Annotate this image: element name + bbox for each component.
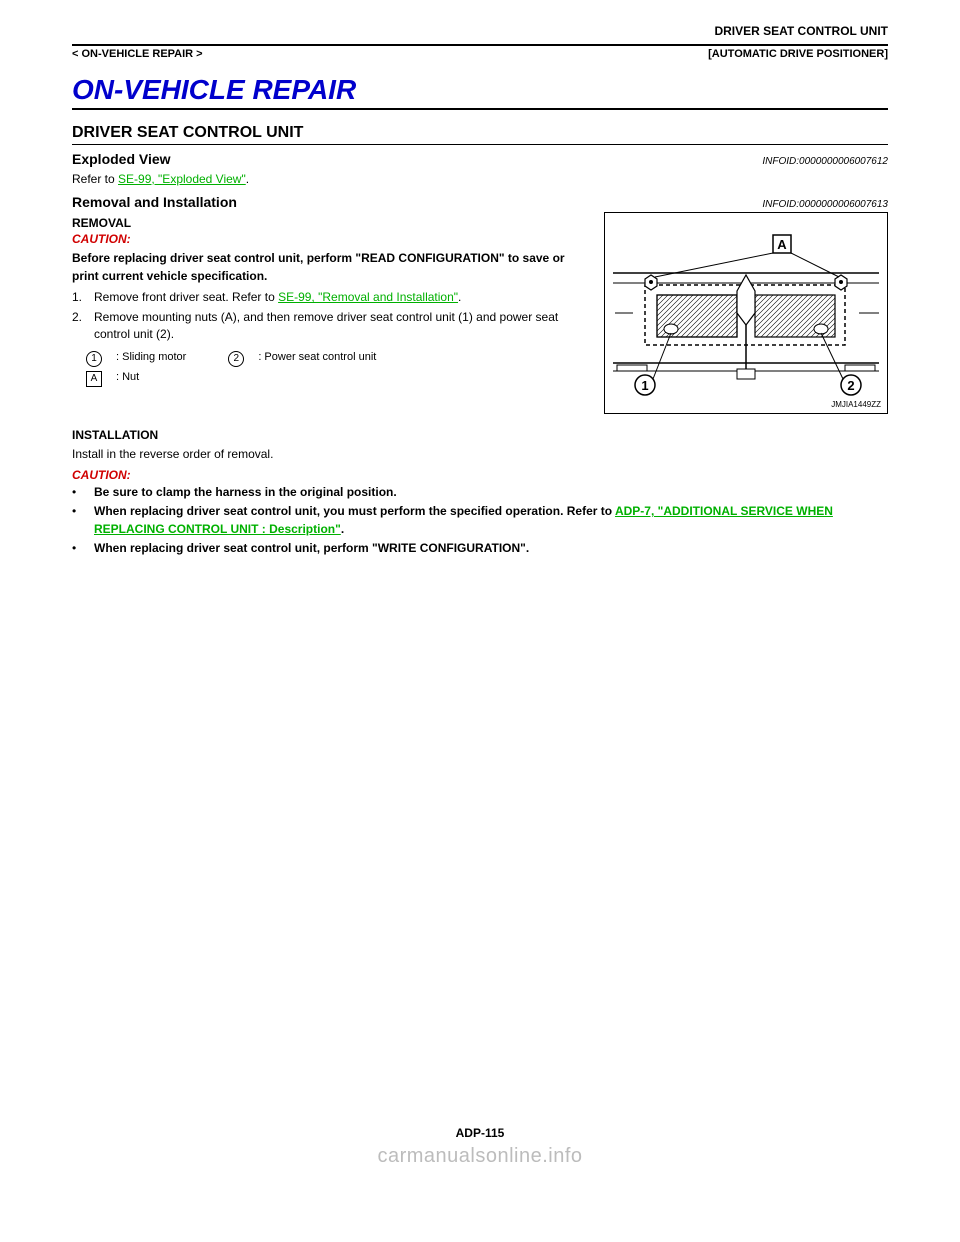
- subsection-title: DRIVER SEAT CONTROL UNIT: [72, 124, 888, 145]
- exploded-view-ref: Refer to SE-99, "Exploded View".: [72, 171, 888, 188]
- installation-b3-text: When replacing driver seat control unit,…: [94, 540, 529, 557]
- legend-1-icon: 1: [86, 351, 102, 367]
- exploded-text-before: Refer to: [72, 172, 118, 186]
- removal-step-1: 1. Remove front driver seat. Refer to SE…: [72, 289, 590, 306]
- section-title: ON-VEHICLE REPAIR: [72, 74, 888, 110]
- unit-1: [657, 295, 737, 337]
- step2-text: Remove mounting nuts (A), and then remov…: [94, 309, 590, 344]
- watermark: carmanualsonline.info: [0, 1145, 960, 1168]
- subheader-left: < ON-VEHICLE REPAIR >: [72, 48, 203, 60]
- page: DRIVER SEAT CONTROL UNIT < ON-VEHICLE RE…: [0, 0, 960, 1180]
- figure: A 1 2 JMJIA1449ZZ: [604, 212, 888, 414]
- legend-row-2: A : Nut: [86, 371, 386, 389]
- caution-label-2: CAUTION:: [72, 468, 888, 482]
- header-rule: [72, 44, 888, 46]
- caution-label-1: CAUTION:: [72, 232, 590, 246]
- fig-label-A: A: [777, 237, 787, 252]
- b2-before: When replacing driver seat control unit,…: [94, 504, 615, 518]
- installation-line1: Install in the reverse order of removal.: [72, 446, 888, 463]
- legend-2-icon: 2: [228, 351, 244, 367]
- bullet-icon-3: •: [72, 540, 86, 557]
- exploded-view-label: Exploded View: [72, 151, 171, 167]
- installation-bullet-1: • Be sure to clamp the harness in the or…: [72, 484, 888, 501]
- exploded-infoid: INFOID:0000000006007612: [762, 156, 888, 167]
- fig-label-1: 1: [641, 378, 648, 393]
- removal-installation-heading: Removal and Installation INFOID:00000000…: [72, 194, 888, 210]
- bullet-icon-1: •: [72, 484, 86, 501]
- removal-installation-infoid: INFOID:0000000006007613: [762, 199, 888, 210]
- b2-after: .: [341, 522, 344, 536]
- figure-caption: JMJIA1449ZZ: [831, 400, 881, 409]
- step-1-text: Remove front driver seat. Refer to SE-99…: [94, 289, 461, 306]
- removal-block: REMOVAL CAUTION: Before replacing driver…: [72, 212, 888, 414]
- installation-bullet-2: • When replacing driver seat control uni…: [72, 503, 888, 538]
- step1-before: Remove front driver seat. Refer to: [94, 290, 278, 304]
- subheader-row: < ON-VEHICLE REPAIR > [AUTOMATIC DRIVE P…: [72, 48, 888, 60]
- header-top-right: DRIVER SEAT CONTROL UNIT: [714, 24, 888, 38]
- figure-svg: A 1 2: [605, 213, 887, 413]
- step1-after: .: [458, 290, 461, 304]
- step1-link[interactable]: SE-99, "Removal and Installation": [278, 290, 458, 304]
- legend-1-label: : Sliding motor: [116, 351, 196, 369]
- installation-label: INSTALLATION: [72, 428, 888, 442]
- subheader-right: [AUTOMATIC DRIVE POSITIONER]: [708, 48, 888, 60]
- installation-b1-text: Be sure to clamp the harness in the orig…: [94, 484, 397, 501]
- exploded-text-after: .: [246, 172, 249, 186]
- legend-A-icon: A: [86, 371, 102, 387]
- removal-label: REMOVAL: [72, 216, 590, 230]
- removal-step-2: 2. Remove mounting nuts (A), and then re…: [72, 309, 590, 344]
- legend-table: 1 : Sliding motor 2 : Power seat control…: [84, 349, 388, 391]
- bullet-icon-2: •: [72, 503, 86, 520]
- caution-text-1: Before replacing driver seat control uni…: [72, 250, 590, 285]
- exploded-view-heading: Exploded View INFOID:0000000006007612: [72, 151, 888, 167]
- legend-row-1: 1 : Sliding motor 2 : Power seat control…: [86, 351, 386, 369]
- legend-A-label: : Nut: [116, 371, 196, 389]
- removal-installation-label: Removal and Installation: [72, 194, 237, 210]
- fig-label-2: 2: [847, 378, 854, 393]
- page-number: ADP-115: [0, 1126, 960, 1140]
- unit-2: [755, 295, 835, 337]
- legend-2-label: : Power seat control unit: [258, 351, 386, 369]
- installation-b2-text: When replacing driver seat control unit,…: [94, 503, 888, 538]
- installation-bullet-3: • When replacing driver seat control uni…: [72, 540, 888, 557]
- step-num-1: 1.: [72, 289, 86, 306]
- removal-text-column: REMOVAL CAUTION: Before replacing driver…: [72, 212, 590, 391]
- step-num-2: 2.: [72, 309, 86, 326]
- exploded-link[interactable]: SE-99, "Exploded View": [118, 172, 246, 186]
- nut-right: [835, 275, 847, 290]
